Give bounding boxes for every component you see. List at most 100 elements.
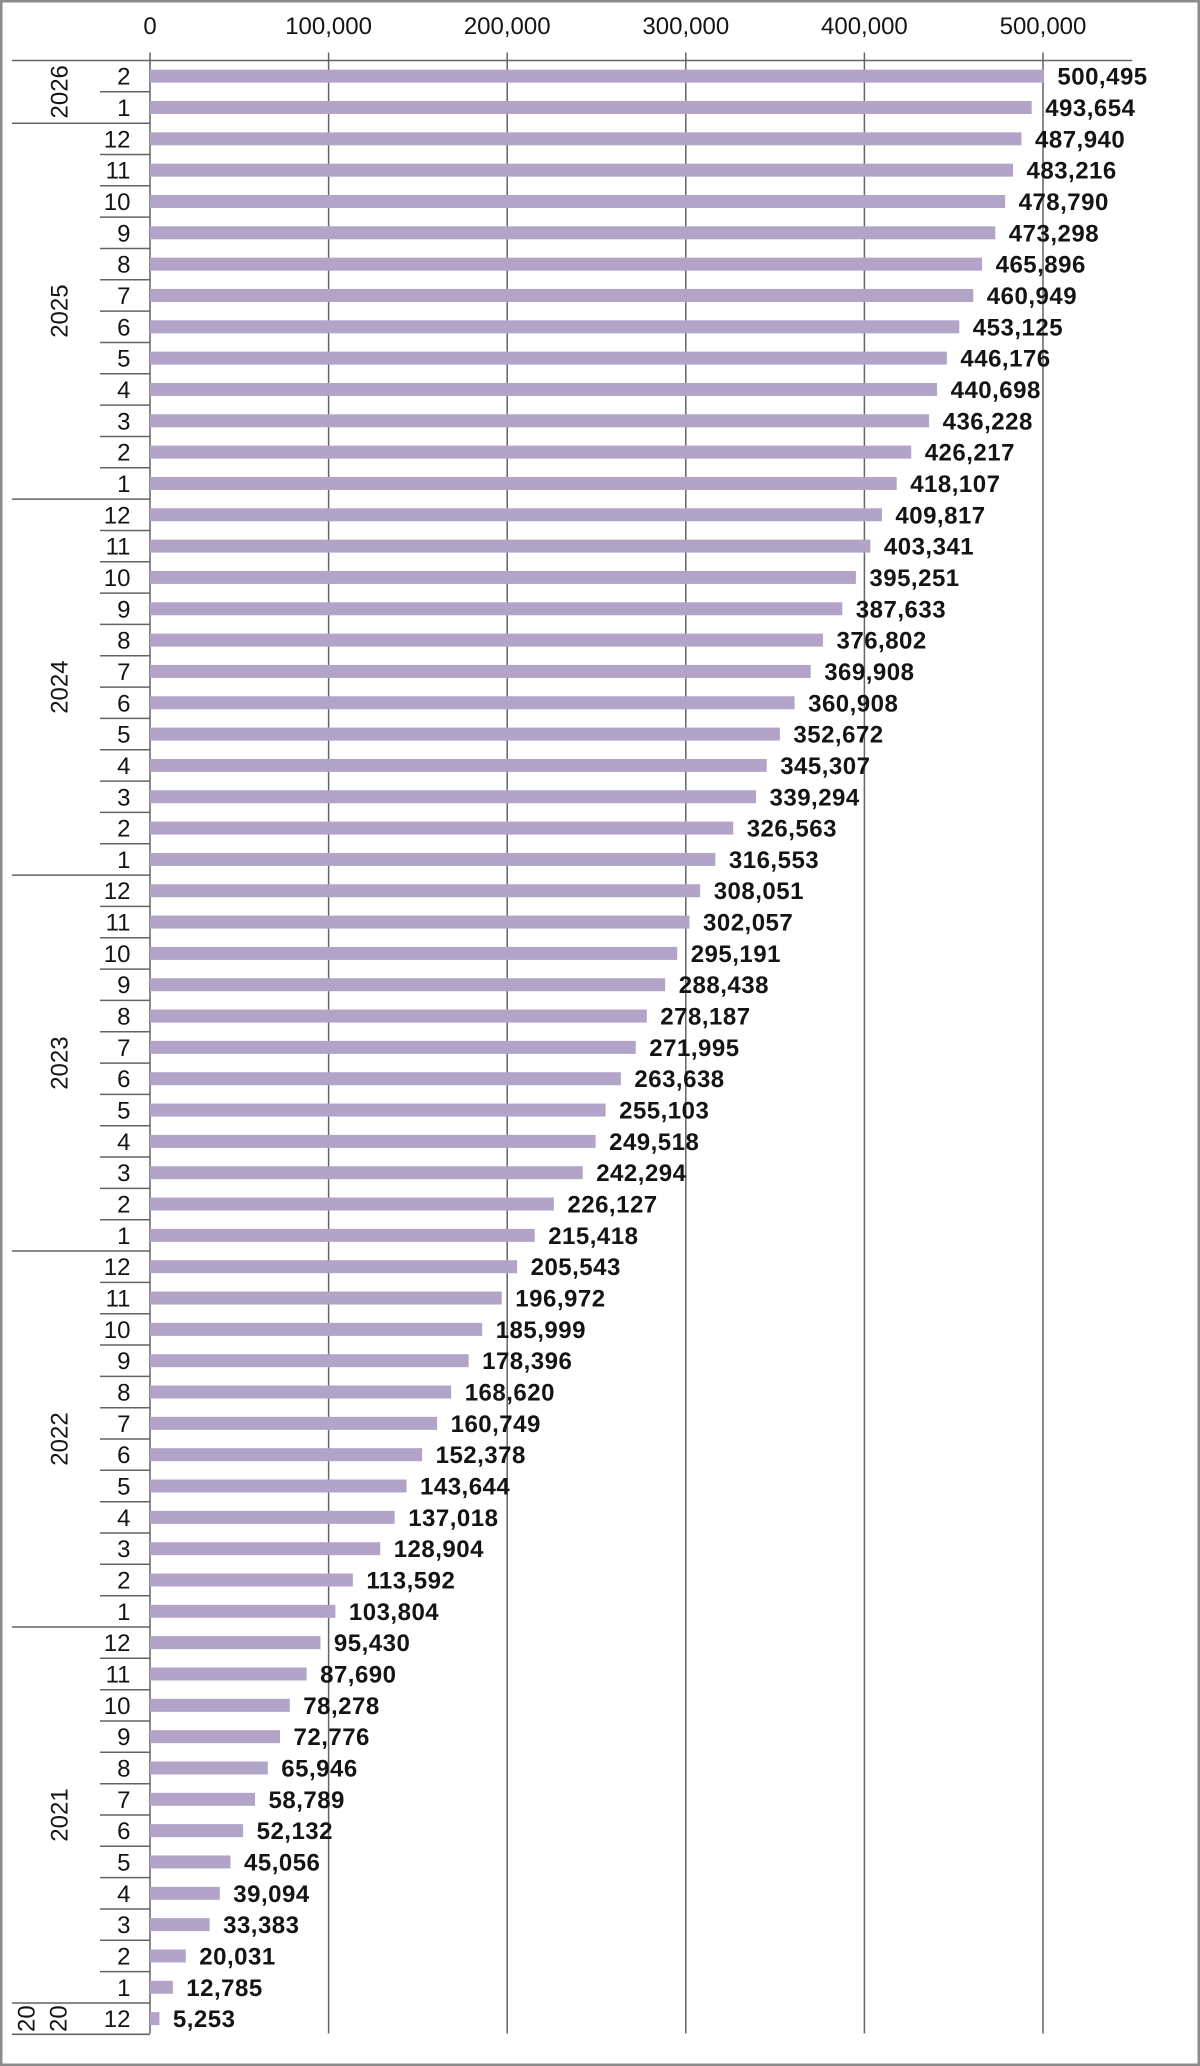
svg-text:395,251: 395,251 bbox=[869, 565, 959, 592]
svg-text:2025: 2025 bbox=[47, 284, 74, 337]
svg-text:7: 7 bbox=[117, 1411, 130, 1438]
svg-text:11: 11 bbox=[106, 910, 131, 937]
svg-text:4: 4 bbox=[117, 1129, 130, 1156]
svg-text:200,000: 200,000 bbox=[464, 13, 551, 40]
svg-text:7: 7 bbox=[117, 283, 130, 310]
svg-text:39,094: 39,094 bbox=[233, 1881, 310, 1908]
svg-text:11: 11 bbox=[106, 158, 131, 185]
svg-text:5: 5 bbox=[117, 722, 130, 749]
svg-text:376,802: 376,802 bbox=[837, 628, 927, 655]
svg-text:20: 20 bbox=[14, 2005, 41, 2032]
svg-text:487,940: 487,940 bbox=[1035, 126, 1125, 153]
svg-text:205,543: 205,543 bbox=[531, 1254, 621, 1281]
svg-text:7: 7 bbox=[117, 659, 130, 686]
svg-text:10: 10 bbox=[104, 1317, 131, 1344]
svg-text:2024: 2024 bbox=[47, 660, 74, 713]
svg-text:302,057: 302,057 bbox=[703, 910, 793, 937]
svg-text:143,644: 143,644 bbox=[420, 1474, 510, 1501]
svg-text:160,749: 160,749 bbox=[451, 1411, 541, 1438]
svg-text:9: 9 bbox=[117, 1724, 130, 1751]
svg-text:2022: 2022 bbox=[47, 1412, 74, 1465]
svg-text:8: 8 bbox=[117, 628, 130, 655]
svg-text:426,217: 426,217 bbox=[925, 440, 1015, 467]
svg-text:478,790: 478,790 bbox=[1019, 189, 1109, 216]
svg-text:278,187: 278,187 bbox=[660, 1004, 750, 1031]
svg-text:418,107: 418,107 bbox=[910, 471, 1000, 498]
svg-text:9: 9 bbox=[117, 1348, 130, 1375]
svg-text:11: 11 bbox=[106, 1286, 131, 1313]
svg-text:9: 9 bbox=[117, 972, 130, 999]
svg-text:1: 1 bbox=[117, 1599, 130, 1626]
svg-text:5: 5 bbox=[117, 1850, 130, 1877]
svg-text:3: 3 bbox=[117, 1536, 130, 1563]
svg-text:8: 8 bbox=[117, 1004, 130, 1031]
svg-text:7: 7 bbox=[117, 1787, 130, 1814]
svg-text:345,307: 345,307 bbox=[780, 753, 870, 780]
svg-text:326,563: 326,563 bbox=[747, 816, 837, 843]
svg-text:352,672: 352,672 bbox=[793, 722, 883, 749]
svg-text:137,018: 137,018 bbox=[408, 1505, 498, 1532]
svg-text:5,253: 5,253 bbox=[173, 2006, 236, 2033]
svg-text:12: 12 bbox=[104, 1254, 131, 1281]
svg-text:369,908: 369,908 bbox=[824, 659, 914, 686]
svg-text:11: 11 bbox=[106, 1662, 131, 1689]
svg-text:255,103: 255,103 bbox=[619, 1098, 709, 1125]
svg-text:100,000: 100,000 bbox=[285, 13, 372, 40]
svg-text:300,000: 300,000 bbox=[642, 13, 729, 40]
svg-text:436,228: 436,228 bbox=[943, 408, 1033, 435]
svg-text:339,294: 339,294 bbox=[770, 784, 860, 811]
svg-text:168,620: 168,620 bbox=[465, 1380, 555, 1407]
svg-text:2: 2 bbox=[117, 440, 130, 467]
svg-text:12: 12 bbox=[104, 878, 131, 905]
svg-text:1: 1 bbox=[117, 1975, 130, 2002]
svg-text:460,949: 460,949 bbox=[987, 283, 1077, 310]
svg-text:65,946: 65,946 bbox=[281, 1756, 357, 1783]
svg-text:288,438: 288,438 bbox=[679, 972, 769, 999]
svg-text:6: 6 bbox=[117, 1066, 130, 1093]
svg-text:78,278: 78,278 bbox=[303, 1693, 379, 1720]
svg-text:493,654: 493,654 bbox=[1045, 95, 1135, 122]
svg-text:12: 12 bbox=[104, 1630, 131, 1657]
svg-text:2023: 2023 bbox=[47, 1036, 74, 1089]
svg-text:95,430: 95,430 bbox=[334, 1630, 410, 1657]
svg-text:3: 3 bbox=[117, 408, 130, 435]
svg-text:387,633: 387,633 bbox=[856, 596, 946, 623]
svg-text:2026: 2026 bbox=[47, 65, 74, 118]
svg-text:465,896: 465,896 bbox=[996, 252, 1086, 279]
svg-text:6: 6 bbox=[117, 314, 130, 341]
svg-text:1: 1 bbox=[117, 95, 130, 122]
svg-text:4: 4 bbox=[117, 377, 130, 404]
svg-text:316,553: 316,553 bbox=[729, 847, 819, 874]
svg-text:113,592: 113,592 bbox=[366, 1568, 455, 1595]
svg-text:483,216: 483,216 bbox=[1027, 158, 1117, 185]
svg-text:8: 8 bbox=[117, 1756, 130, 1783]
svg-text:185,999: 185,999 bbox=[496, 1317, 586, 1344]
svg-text:360,908: 360,908 bbox=[808, 690, 898, 717]
svg-text:400,000: 400,000 bbox=[821, 13, 908, 40]
svg-text:1: 1 bbox=[117, 1223, 130, 1250]
svg-text:453,125: 453,125 bbox=[973, 314, 1063, 341]
svg-text:8: 8 bbox=[117, 1380, 130, 1407]
svg-text:446,176: 446,176 bbox=[960, 346, 1050, 373]
svg-text:500,495: 500,495 bbox=[1057, 64, 1147, 91]
svg-text:308,051: 308,051 bbox=[714, 878, 804, 905]
svg-text:178,396: 178,396 bbox=[482, 1348, 572, 1375]
svg-text:215,418: 215,418 bbox=[548, 1223, 638, 1250]
svg-text:249,518: 249,518 bbox=[609, 1129, 699, 1156]
svg-text:3: 3 bbox=[117, 784, 130, 811]
svg-text:6: 6 bbox=[117, 1818, 130, 1845]
svg-text:440,698: 440,698 bbox=[951, 377, 1041, 404]
svg-text:409,817: 409,817 bbox=[895, 502, 985, 529]
svg-text:0: 0 bbox=[143, 13, 156, 40]
svg-text:45,056: 45,056 bbox=[244, 1850, 320, 1877]
svg-text:87,690: 87,690 bbox=[320, 1662, 396, 1689]
svg-text:9: 9 bbox=[117, 596, 130, 623]
svg-text:4: 4 bbox=[117, 1505, 130, 1532]
svg-text:1: 1 bbox=[117, 847, 130, 874]
svg-text:473,298: 473,298 bbox=[1009, 220, 1099, 247]
svg-text:10: 10 bbox=[104, 565, 131, 592]
svg-text:3: 3 bbox=[117, 1160, 130, 1187]
svg-text:11: 11 bbox=[106, 534, 131, 561]
svg-text:20: 20 bbox=[46, 2005, 73, 2032]
svg-text:271,995: 271,995 bbox=[649, 1035, 739, 1062]
